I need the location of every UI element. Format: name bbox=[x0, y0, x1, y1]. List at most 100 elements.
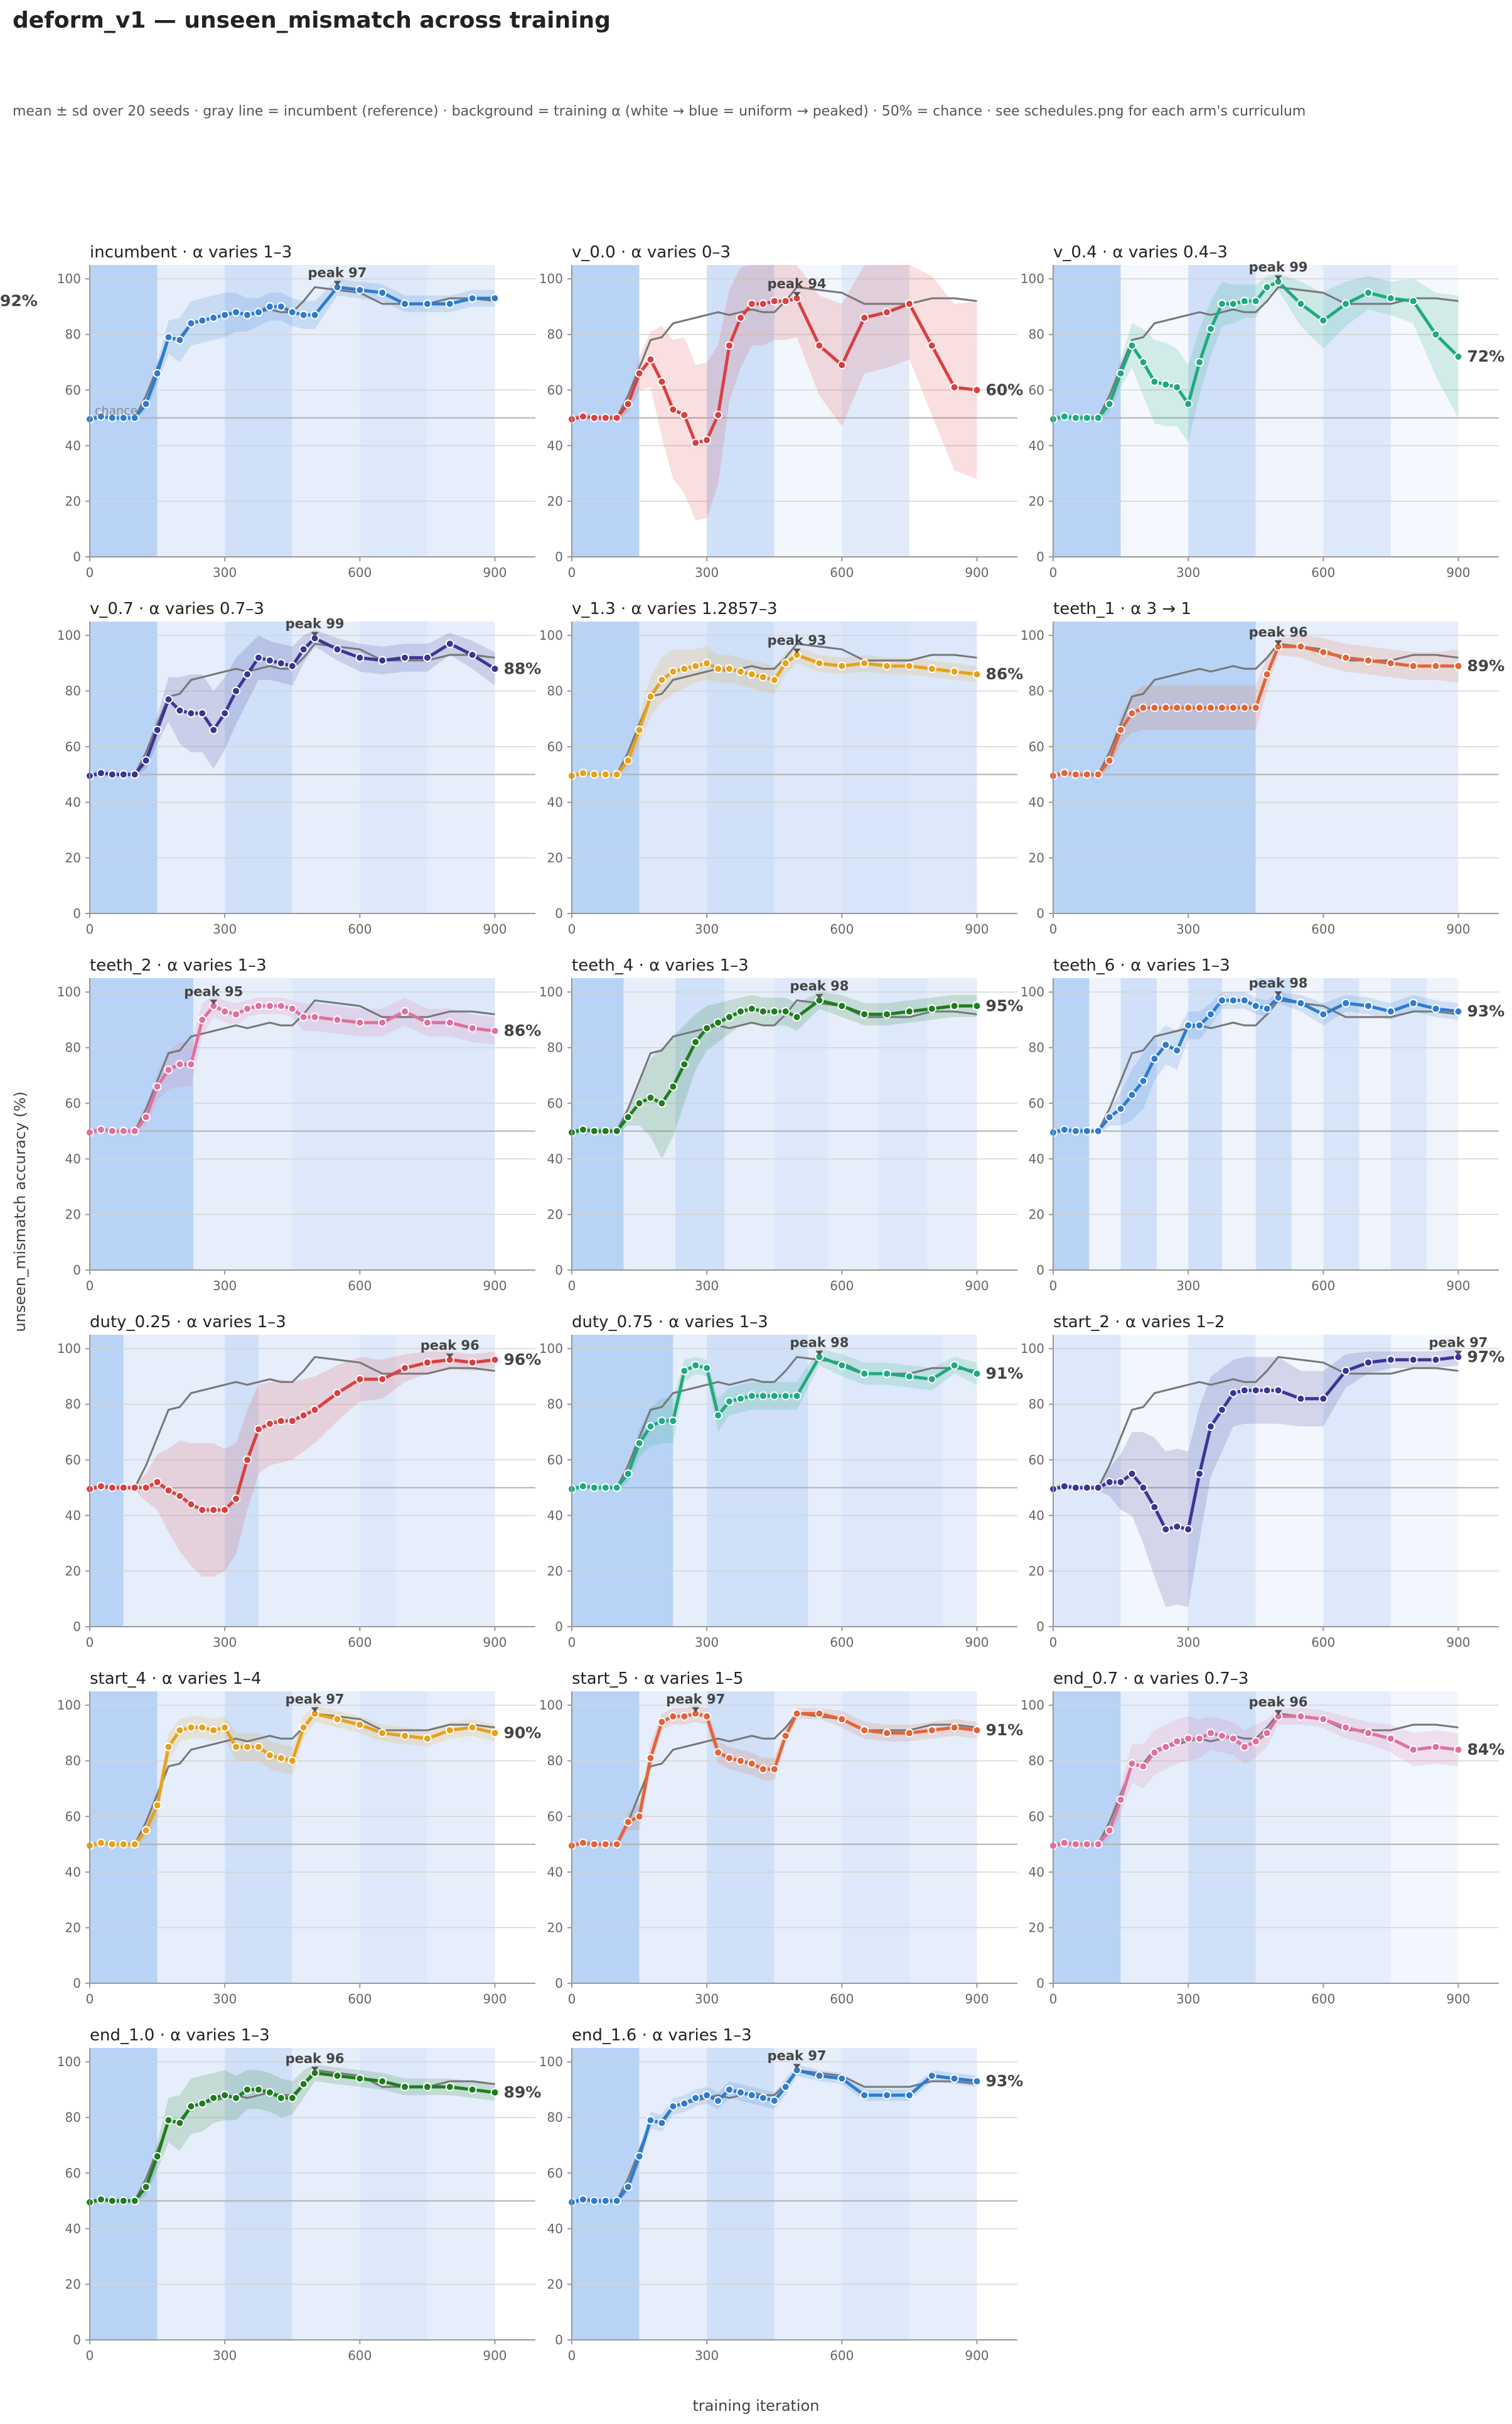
data-point bbox=[220, 1007, 230, 1016]
data-point bbox=[747, 1759, 756, 1769]
data-point bbox=[490, 1026, 500, 1036]
y-tick-label: 40 bbox=[547, 438, 563, 453]
y-tick-label: 20 bbox=[65, 2276, 81, 2292]
data-point bbox=[468, 1723, 477, 1732]
data-point bbox=[725, 664, 734, 674]
alpha-band bbox=[1390, 265, 1459, 557]
data-point bbox=[702, 1023, 712, 1033]
x-tick-label: 0 bbox=[568, 922, 576, 937]
data-point bbox=[927, 341, 936, 350]
data-point bbox=[1071, 413, 1080, 423]
alpha-band bbox=[774, 622, 842, 913]
data-point bbox=[254, 1742, 263, 1752]
alpha-band bbox=[292, 1691, 360, 1983]
data-point bbox=[1172, 1046, 1182, 1055]
data-point bbox=[646, 1422, 655, 1431]
y-tick-label: 80 bbox=[65, 1753, 81, 1769]
y-tick-label: 100 bbox=[539, 2054, 563, 2069]
peak-label: peak 97 bbox=[666, 1691, 725, 1706]
data-point bbox=[1296, 299, 1306, 308]
data-point bbox=[758, 299, 768, 308]
y-tick-label: 60 bbox=[65, 1809, 81, 1824]
data-point bbox=[668, 405, 678, 414]
panel-title: teeth_2 · α varies 1–3 bbox=[90, 956, 267, 975]
data-point bbox=[792, 1013, 802, 1021]
data-point bbox=[736, 1007, 745, 1016]
final-value-label: 86% bbox=[503, 1021, 541, 1040]
sd-band bbox=[90, 279, 495, 423]
data-point bbox=[781, 659, 790, 668]
data-point bbox=[736, 313, 745, 323]
data-point bbox=[1262, 283, 1272, 292]
data-point bbox=[141, 1483, 151, 1492]
data-point bbox=[1217, 703, 1226, 713]
data-point bbox=[1217, 299, 1226, 308]
data-point bbox=[130, 1126, 139, 1136]
data-point bbox=[1082, 1483, 1091, 1492]
data-point bbox=[635, 1812, 644, 1821]
y-tick-label: 100 bbox=[1021, 984, 1044, 999]
y-tick-label: 100 bbox=[1021, 1698, 1044, 1713]
data-point bbox=[1228, 1389, 1238, 1398]
x-tick-label: 600 bbox=[348, 922, 372, 937]
alpha-band bbox=[1053, 622, 1256, 913]
data-point bbox=[1296, 642, 1306, 651]
data-point bbox=[119, 770, 128, 779]
panel-end_1.0: peak 96 89% 0 20 40 60 80 100 0 300 600 900 end_1.0 … bbox=[57, 2026, 541, 2363]
panel-title: duty_0.25 · α varies 1–3 bbox=[90, 1313, 286, 1332]
data-point bbox=[243, 310, 252, 320]
data-point bbox=[119, 2196, 128, 2206]
peak-marker bbox=[311, 2066, 319, 2072]
x-tick-label: 600 bbox=[348, 1278, 372, 1293]
data-point bbox=[612, 1126, 621, 1136]
alpha-band bbox=[774, 2048, 842, 2340]
data-point bbox=[1093, 770, 1103, 779]
x-tick-label: 900 bbox=[483, 1635, 507, 1650]
alpha-band bbox=[1255, 622, 1459, 913]
final-value-label: 97% bbox=[1467, 1347, 1504, 1366]
data-point bbox=[904, 661, 914, 671]
x-tick-label: 300 bbox=[213, 1635, 237, 1650]
x-tick-label: 900 bbox=[483, 1991, 507, 2007]
data-point bbox=[882, 2091, 892, 2100]
data-point bbox=[1161, 703, 1171, 713]
data-point bbox=[107, 1126, 117, 1136]
y-tick-label: 80 bbox=[547, 1397, 563, 1412]
data-point bbox=[714, 1018, 723, 1027]
data-point bbox=[355, 2074, 365, 2083]
panel-title: v_0.0 · α varies 0–3 bbox=[572, 243, 731, 262]
x-tick-label: 600 bbox=[830, 1635, 854, 1650]
data-point bbox=[612, 413, 621, 423]
data-point bbox=[1408, 998, 1418, 1008]
panel-title: end_1.0 · α varies 1–3 bbox=[90, 2026, 270, 2045]
data-point bbox=[680, 1711, 689, 1721]
data-point bbox=[164, 1065, 173, 1075]
data-point bbox=[1296, 1394, 1306, 1403]
alpha-band bbox=[1359, 978, 1391, 1270]
data-point bbox=[1228, 996, 1238, 1005]
data-point bbox=[299, 2079, 308, 2089]
data-point bbox=[299, 1723, 308, 1732]
data-point bbox=[1127, 1469, 1137, 1479]
x-tick-label: 300 bbox=[213, 922, 237, 937]
data-point bbox=[1408, 1745, 1418, 1754]
final-value-label: 86% bbox=[985, 665, 1023, 683]
x-tick-label: 300 bbox=[695, 565, 719, 580]
data-point bbox=[1161, 380, 1171, 389]
x-tick-label: 0 bbox=[568, 1635, 576, 1650]
y-tick-label: 40 bbox=[1029, 795, 1044, 810]
data-point bbox=[468, 2085, 477, 2094]
data-point bbox=[950, 1360, 959, 1370]
x-tick-label: 900 bbox=[483, 565, 507, 580]
alpha-band bbox=[927, 978, 977, 1270]
y-tick-label: 100 bbox=[539, 984, 563, 999]
panel-title: teeth_6 · α varies 1–3 bbox=[1053, 956, 1230, 975]
data-point bbox=[232, 2093, 241, 2103]
data-point bbox=[1195, 1734, 1204, 1743]
x-tick-label: 600 bbox=[1311, 1278, 1335, 1293]
data-point bbox=[175, 1491, 185, 1500]
data-point bbox=[232, 686, 241, 696]
peak-label: peak 96 bbox=[286, 2051, 345, 2066]
y-tick-label: 40 bbox=[1029, 1508, 1044, 1523]
peak-label: peak 97 bbox=[308, 265, 367, 280]
